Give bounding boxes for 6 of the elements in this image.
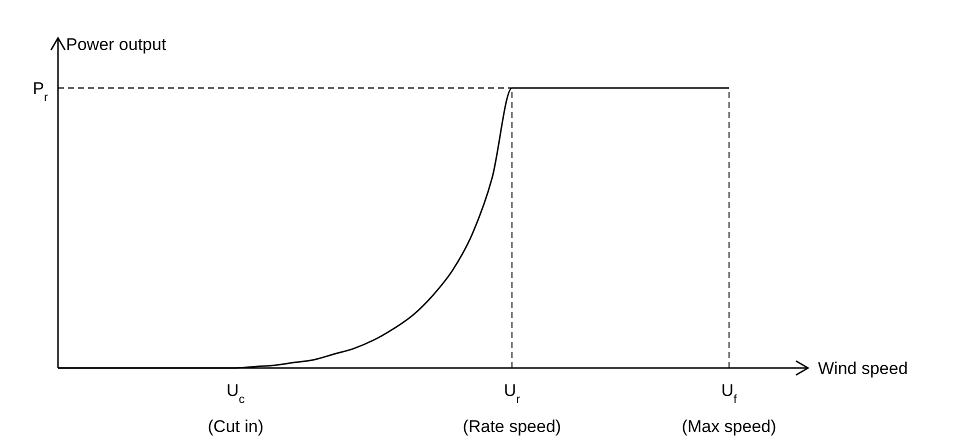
x-axis-title: Wind speed bbox=[818, 358, 908, 378]
ref-line-label: P$_{r}$ bbox=[32, 78, 48, 104]
y-axis-title: Power output bbox=[66, 35, 166, 54]
x-tick-label: U$_{c}$ (Cut in) bbox=[208, 381, 264, 436]
x-tick-label: U$_{f}$ (Max speed) bbox=[682, 381, 776, 436]
x-tick-label: U$_{r}$ (Rate speed) bbox=[462, 381, 562, 436]
